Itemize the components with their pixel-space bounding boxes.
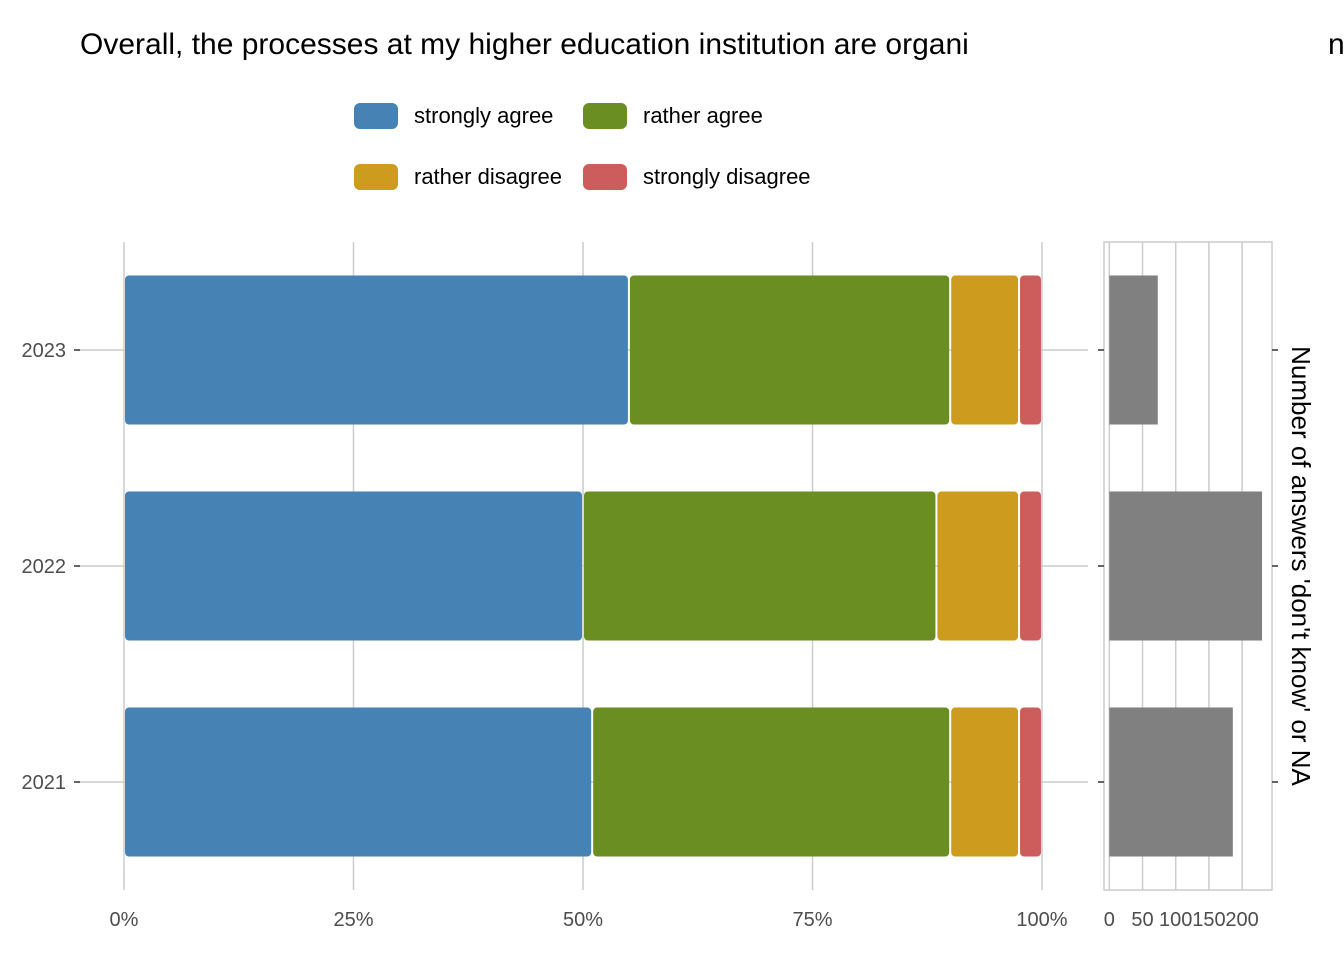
side-x-tick-label: 100 bbox=[1159, 909, 1192, 931]
main-x-tick-label: 25% bbox=[333, 909, 373, 931]
main-x-tick-label: 0% bbox=[110, 909, 139, 931]
bar-rather-disagree-2022 bbox=[937, 491, 1019, 641]
legend-item-strongly-agree: strongly agree bbox=[354, 101, 553, 131]
bar-rather-disagree-2023 bbox=[951, 275, 1019, 425]
bar-strongly-agree-2021 bbox=[125, 707, 592, 857]
bar-rather-agree-2021 bbox=[593, 707, 950, 857]
bar-strongly-disagree-2023 bbox=[1020, 275, 1041, 425]
bar-rather-disagree-2021 bbox=[951, 707, 1019, 857]
bar-strongly-agree-2023 bbox=[125, 275, 628, 425]
legend-key-strongly-agree bbox=[354, 103, 398, 129]
main-y-tick-label: 2022 bbox=[22, 556, 67, 578]
side-x-tick-label: 200 bbox=[1225, 909, 1258, 931]
main-y-tick-label: 2023 bbox=[22, 340, 67, 362]
legend-key-rather-disagree bbox=[354, 164, 398, 190]
legend-label-strongly-agree: strongly agree bbox=[414, 103, 554, 128]
legend-label-rather-disagree: rather disagree bbox=[414, 164, 562, 189]
bar-rather-agree-2023 bbox=[629, 275, 950, 425]
main-x-tick-label: 100% bbox=[1016, 909, 1067, 931]
legend-label-strongly-disagree: strongly disagree bbox=[643, 164, 811, 189]
legend-key-rather-agree bbox=[583, 103, 627, 129]
legend-item-strongly-disagree: strongly disagree bbox=[583, 162, 811, 192]
main-x-tick-label: 50% bbox=[563, 909, 603, 931]
main-x-tick-label: 75% bbox=[792, 909, 832, 931]
legend-item-rather-agree: rather agree bbox=[583, 101, 763, 131]
legend-item-rather-disagree: rather disagree bbox=[354, 162, 562, 192]
main-y-tick-label: 2021 bbox=[22, 772, 67, 794]
bar-strongly-disagree-2022 bbox=[1020, 491, 1041, 641]
legend-key-strongly-disagree bbox=[583, 164, 627, 190]
side-x-tick-label: 150 bbox=[1192, 909, 1225, 931]
side-x-tick-label: 50 bbox=[1131, 909, 1153, 931]
side-bar-2022 bbox=[1109, 491, 1263, 641]
side-bar-2021 bbox=[1109, 707, 1233, 857]
chart-title: Overall, the processes at my higher educ… bbox=[80, 28, 969, 61]
side-x-tick-label: 0 bbox=[1104, 909, 1115, 931]
chart-title-clipped-tail: n bbox=[1328, 28, 1344, 61]
side-axis-label: Number of answers 'don't know' or NA bbox=[1286, 346, 1316, 786]
bar-rather-agree-2022 bbox=[584, 491, 936, 641]
bar-strongly-disagree-2021 bbox=[1020, 707, 1041, 857]
bar-strongly-agree-2022 bbox=[125, 491, 582, 641]
side-bar-2023 bbox=[1109, 275, 1158, 425]
legend-label-rather-agree: rather agree bbox=[643, 103, 763, 128]
